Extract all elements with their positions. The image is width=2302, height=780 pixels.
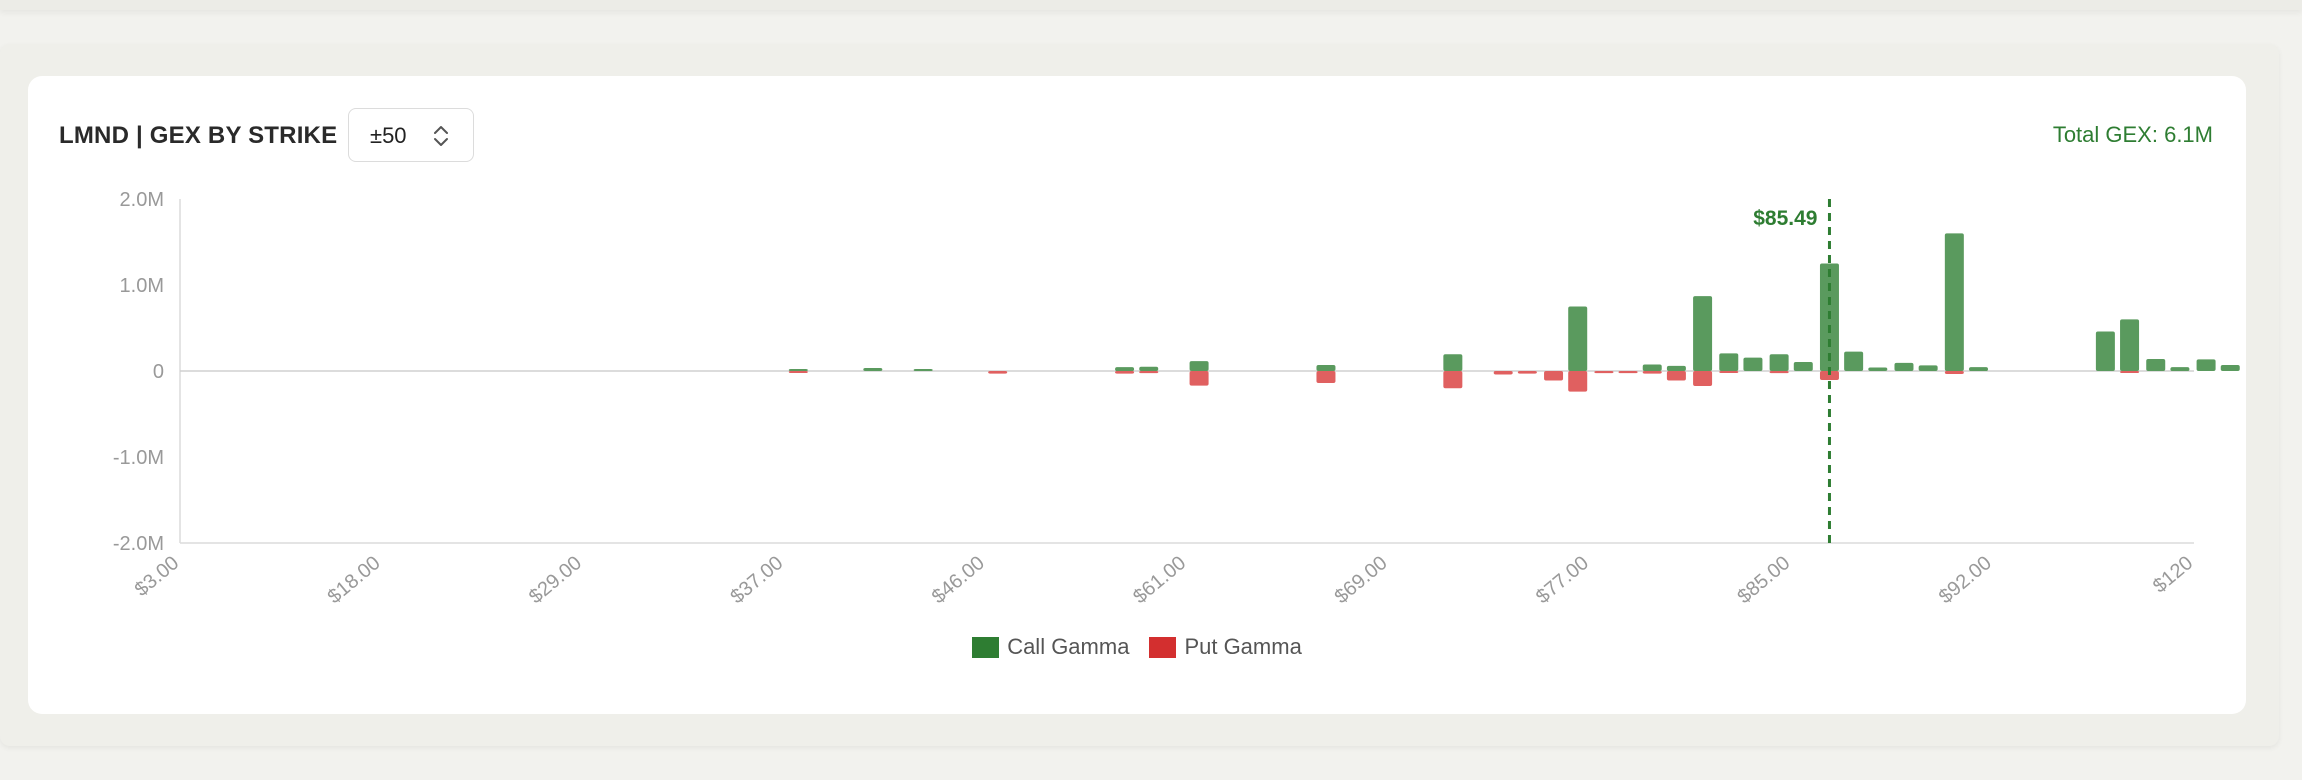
put-gamma-bar <box>1693 371 1713 387</box>
call-gamma-bar <box>1693 296 1713 371</box>
call-gamma-bar <box>2095 331 2115 371</box>
put-gamma-bar <box>1642 371 1662 374</box>
put-gamma-bar <box>1594 371 1614 374</box>
spot-price-label: $85.49 <box>1753 207 1817 230</box>
call-gamma-bar <box>1769 354 1789 371</box>
call-gamma-bar <box>2196 359 2216 371</box>
total-gex-value: Total GEX: 6.1M <box>2052 122 2213 147</box>
put-gamma-bar <box>1819 371 1839 381</box>
chevron-up-down-icon[interactable] <box>432 122 450 155</box>
call-gamma-bar <box>863 367 883 371</box>
call-gamma-bar <box>1793 361 1813 371</box>
legend-label-put: Put Gamma <box>1184 634 1302 659</box>
call-gamma-bar <box>2220 364 2240 371</box>
gex-bar-chart: 2.0M 1.0M 0 -1.0M -2.0M$3.00 $18.00 $29.00 $37.… <box>113 189 2240 608</box>
call-gamma-bar <box>1642 364 1662 371</box>
put-gamma-bar <box>2120 371 2140 373</box>
strike-range-value: ±50 <box>370 123 407 148</box>
put-gamma-bar <box>1443 371 1463 389</box>
put-gamma-swatch <box>1149 636 1177 658</box>
call-gamma-bar <box>2120 319 2140 371</box>
y-tick-label: -2.0M <box>113 533 164 555</box>
put-gamma-bar <box>1666 371 1686 381</box>
y-tick-label: 0 <box>153 361 164 383</box>
call-gamma-bar <box>1139 366 1159 371</box>
put-gamma-bar <box>988 371 1008 374</box>
legend-label-call: Call Gamma <box>1007 634 1130 659</box>
put-gamma-bar <box>1316 371 1336 384</box>
gex-chart-card: LMND | GEX BY STRIKE ±50 Total GEX: 6.1M… <box>28 76 2246 714</box>
put-gamma-bar <box>1115 371 1135 374</box>
y-tick-label: -1.0M <box>113 447 164 469</box>
y-tick-label: 1.0M <box>120 275 164 297</box>
y-tick-label: 2.0M <box>120 189 164 211</box>
call-gamma-bar <box>1316 364 1336 371</box>
top-strip <box>0 0 2302 10</box>
put-gamma-bar <box>1944 371 1964 375</box>
x-tick-label: $77.00 <box>1532 552 1593 608</box>
put-gamma-bar <box>1189 371 1209 386</box>
put-gamma-bar <box>1517 371 1537 374</box>
put-gamma-bar <box>1544 371 1564 381</box>
strike-range-select[interactable]: ±50 <box>348 108 474 162</box>
x-tick-label: $69.00 <box>1331 552 1392 608</box>
x-tick-label: $61.00 <box>1129 552 1190 608</box>
legend-item-put[interactable]: Put Gamma <box>1149 634 1302 660</box>
x-tick-label: $3.00 <box>131 552 183 601</box>
call-gamma-bar <box>1189 361 1209 371</box>
call-gamma-bar <box>788 369 808 371</box>
put-gamma-bar <box>788 371 808 373</box>
call-gamma-bar <box>1844 351 1864 371</box>
put-gamma-bar <box>1769 371 1789 374</box>
x-tick-label: $29.00 <box>525 552 586 608</box>
x-tick-label: $18.00 <box>324 552 385 608</box>
call-gamma-bar <box>1743 357 1763 371</box>
put-gamma-bar <box>1719 371 1739 373</box>
x-tick-label: $46.00 <box>928 552 989 608</box>
call-gamma-bar <box>1666 365 1686 371</box>
put-gamma-bar <box>1139 371 1159 374</box>
call-gamma-bar <box>913 369 933 371</box>
call-gamma-swatch <box>972 636 1000 658</box>
put-gamma-bar <box>1568 371 1588 392</box>
x-tick-label: $120 <box>2149 552 2197 597</box>
x-tick-label: $85.00 <box>1733 552 1794 608</box>
x-tick-label: $37.00 <box>726 552 787 608</box>
call-gamma-bar <box>1443 354 1463 371</box>
call-gamma-bar <box>1918 365 1938 371</box>
put-gamma-bar <box>1618 371 1638 374</box>
call-gamma-bar <box>1115 367 1135 371</box>
chart-legend: Call Gamma Put Gamma <box>28 632 2246 662</box>
call-gamma-bar <box>1944 233 1964 371</box>
call-gamma-bar <box>1969 367 1989 371</box>
chart-title: LMND | GEX BY STRIKE <box>59 122 338 149</box>
call-gamma-bar <box>1894 362 1914 371</box>
put-gamma-bar <box>1493 371 1513 375</box>
x-tick-label: $92.00 <box>1935 552 1996 608</box>
call-gamma-bar <box>1568 306 1588 371</box>
call-gamma-bar <box>1719 353 1739 371</box>
legend-item-call[interactable]: Call Gamma <box>972 634 1129 660</box>
call-gamma-bar <box>1868 367 1888 371</box>
call-gamma-bar <box>2170 367 2190 371</box>
call-gamma-bar <box>2146 358 2166 371</box>
